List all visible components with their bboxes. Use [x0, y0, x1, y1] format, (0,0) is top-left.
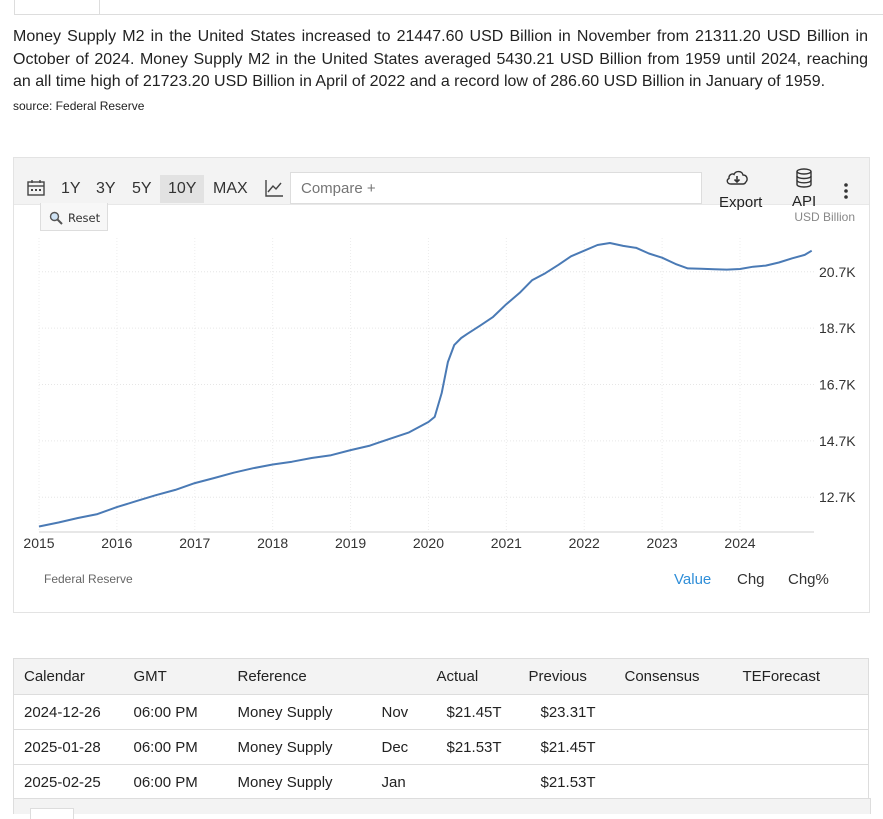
y-tick-label: 20.7K	[819, 264, 856, 280]
chg-selector[interactable]: Chg	[737, 571, 765, 588]
table-row: 2025-01-28 06:00 PM Money Supply Dec $21…	[13, 729, 869, 765]
cell-consensus	[624, 764, 743, 800]
cell-time: 06:00 PM	[133, 694, 238, 730]
cell-teforecast	[742, 764, 869, 800]
cell-consensus	[624, 729, 743, 765]
footer-button[interactable]	[30, 808, 74, 819]
description-line-2: October of 2024. Money Supply M2 in the …	[13, 50, 868, 68]
cell-period: Nov	[381, 694, 437, 730]
reset-zoom-button[interactable]: Reset	[40, 203, 108, 231]
compare-input[interactable]	[290, 172, 702, 204]
y-tick-label: 12.7K	[819, 489, 856, 505]
cell-time: 06:00 PM	[133, 729, 238, 765]
description: Money Supply M2 in the United States inc…	[13, 26, 868, 94]
calendar-table: Calendar GMT Reference Actual Previous C…	[13, 658, 869, 800]
search-icon	[49, 211, 63, 225]
table-footer	[13, 798, 871, 819]
table-row: 2025-02-25 06:00 PM Money Supply Jan $21…	[13, 764, 869, 800]
value-selector[interactable]: Value	[674, 571, 712, 588]
cell-previous: $21.45T	[528, 729, 625, 765]
cell-actual: $21.45T	[436, 694, 529, 730]
calendar-icon[interactable]	[27, 180, 45, 196]
reset-label: Reset	[68, 211, 101, 225]
summary-tab[interactable]	[14, 0, 100, 15]
api-button[interactable]: API	[792, 193, 817, 210]
chg-pct-selector[interactable]: Chg%	[788, 571, 829, 588]
cell-consensus	[624, 694, 743, 730]
tab-divider	[98, 14, 883, 15]
y-tick-label: 18.7K	[819, 320, 856, 336]
calendar-header-row: Calendar GMT Reference Actual Previous C…	[13, 658, 869, 695]
cell-previous: $21.53T	[528, 764, 625, 800]
x-tick-label: 2021	[491, 535, 522, 551]
x-tick-label: 2015	[23, 535, 54, 551]
source-text: source: Federal Reserve	[13, 99, 145, 113]
x-tick-label: 2020	[413, 535, 444, 551]
cell-period: Jan	[381, 764, 437, 800]
cloud-download-icon[interactable]	[725, 169, 749, 187]
description-line-1: Money Supply M2 in the United States inc…	[13, 28, 868, 45]
cell-actual: $21.53T	[436, 729, 529, 765]
cell-reference[interactable]: Money Supply	[237, 694, 382, 730]
range-max-button[interactable]: MAX	[213, 180, 248, 197]
more-vertical-icon[interactable]	[843, 182, 849, 200]
cell-actual	[436, 764, 529, 800]
header-gmt[interactable]: GMT	[133, 658, 238, 695]
line-chart-icon[interactable]	[264, 179, 284, 197]
header-actual[interactable]: Actual	[436, 658, 529, 695]
cell-date: 2025-02-25	[13, 764, 134, 800]
range-5y-button[interactable]: 5Y	[132, 180, 152, 197]
y-tick-label: 14.7K	[819, 433, 856, 449]
header-reference[interactable]: Reference	[237, 658, 382, 695]
unit-label: USD Billion	[794, 210, 855, 224]
cell-reference[interactable]: Money Supply	[237, 764, 382, 800]
header-calendar[interactable]: Calendar	[13, 658, 134, 695]
cell-reference[interactable]: Money Supply	[237, 729, 382, 765]
line-chart[interactable]: 12.7K 14.7K 16.7K 18.7K 20.7K 2015 2016 2017 201…	[14, 158, 869, 612]
x-tick-label: 2019	[335, 535, 366, 551]
chart-source: Federal Reserve	[44, 572, 133, 586]
y-tick-label: 16.7K	[819, 377, 856, 393]
chart-panel: 1Y 3Y 5Y 10Y MAX Export API	[13, 157, 870, 613]
chart-toolbar: 1Y 3Y 5Y 10Y MAX Export API	[14, 158, 869, 211]
range-10y-button[interactable]: 10Y	[160, 175, 205, 203]
table-row: 2024-12-26 06:00 PM Money Supply Nov $21…	[13, 694, 869, 730]
cell-teforecast	[742, 729, 869, 765]
header-period	[381, 658, 437, 695]
cell-previous: $23.31T	[528, 694, 625, 730]
series-line[interactable]	[38, 242, 813, 528]
header-consensus[interactable]: Consensus	[624, 658, 743, 695]
header-previous[interactable]: Previous	[528, 658, 625, 695]
cell-time: 06:00 PM	[133, 764, 238, 800]
x-tick-label: 2024	[724, 535, 755, 551]
range-1y-button[interactable]: 1Y	[61, 180, 81, 197]
description-line-3: an all time high of 21723.20 USD Billion…	[13, 73, 826, 90]
cell-period: Dec	[381, 729, 437, 765]
database-icon[interactable]	[795, 168, 813, 188]
x-tick-label: 2022	[569, 535, 600, 551]
cell-teforecast	[742, 694, 869, 730]
cell-date: 2024-12-26	[13, 694, 134, 730]
range-3y-button[interactable]: 3Y	[96, 180, 116, 197]
x-tick-label: 2018	[257, 535, 288, 551]
x-tick-label: 2017	[179, 535, 210, 551]
header-teforecast[interactable]: TEForecast	[742, 658, 869, 695]
x-tick-label: 2016	[101, 535, 132, 551]
x-tick-label: 2023	[647, 535, 678, 551]
cell-date: 2025-01-28	[13, 729, 134, 765]
export-button[interactable]: Export	[719, 194, 763, 211]
